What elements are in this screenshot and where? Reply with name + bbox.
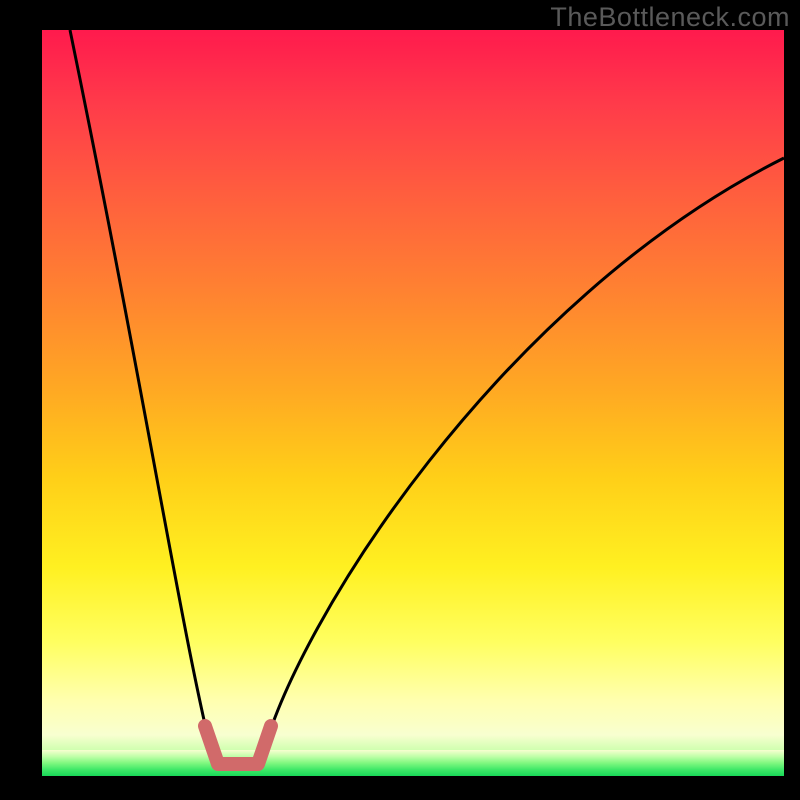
chart-container: TheBottleneck.com [0,0,800,800]
valley-marker-shape [205,726,271,764]
watermark-text: TheBottleneck.com [550,2,790,33]
valley-marker [0,0,800,800]
